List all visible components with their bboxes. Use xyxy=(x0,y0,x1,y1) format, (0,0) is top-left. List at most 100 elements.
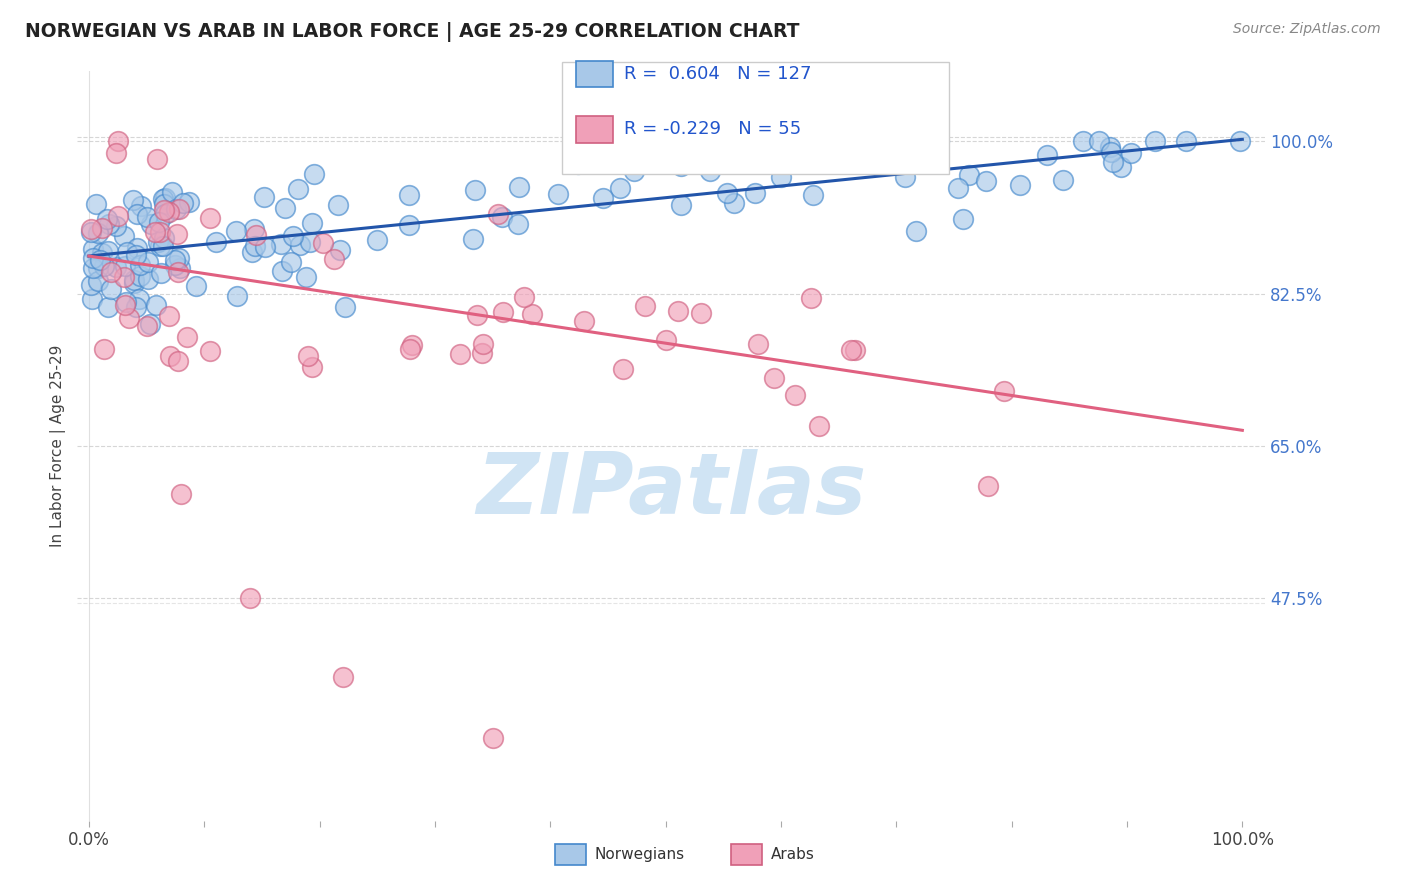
Point xyxy=(655,333,678,347)
Point xyxy=(129,268,152,283)
Point xyxy=(138,271,160,285)
Point xyxy=(149,239,172,253)
Point xyxy=(333,300,356,314)
Point xyxy=(302,167,325,181)
Point xyxy=(668,134,690,148)
Point xyxy=(270,237,292,252)
Point xyxy=(186,278,208,293)
Point xyxy=(136,255,159,269)
Point xyxy=(159,349,181,363)
Point xyxy=(323,252,346,266)
Point xyxy=(172,196,194,211)
Point xyxy=(366,233,388,247)
Point xyxy=(86,226,108,240)
Point xyxy=(86,261,108,276)
Point xyxy=(243,221,266,235)
Point xyxy=(1071,134,1094,148)
Point xyxy=(100,265,122,279)
Point xyxy=(97,244,120,259)
Point xyxy=(1052,173,1074,187)
Point xyxy=(1174,134,1197,148)
Point xyxy=(204,235,226,249)
Text: R =  0.604   N = 127: R = 0.604 N = 127 xyxy=(624,65,811,83)
Point xyxy=(96,211,118,226)
Text: Source: ZipAtlas.com: Source: ZipAtlas.com xyxy=(1233,22,1381,37)
Point xyxy=(974,174,997,188)
Point xyxy=(690,306,713,320)
Text: ZIPatlas: ZIPatlas xyxy=(477,450,866,533)
Point xyxy=(114,298,136,312)
Point xyxy=(125,300,148,314)
Point xyxy=(398,218,420,232)
Point xyxy=(127,241,149,255)
Point xyxy=(398,187,420,202)
Point xyxy=(200,343,222,358)
Point xyxy=(153,197,176,211)
Point xyxy=(112,270,135,285)
Point xyxy=(80,278,103,293)
Point xyxy=(513,290,536,304)
Point xyxy=(100,282,122,296)
Point xyxy=(993,384,1015,398)
Point xyxy=(160,185,183,199)
Point xyxy=(254,240,277,254)
Point xyxy=(177,195,200,210)
Point xyxy=(486,207,509,221)
Point xyxy=(107,134,129,148)
Point xyxy=(799,291,821,305)
Point xyxy=(80,292,103,306)
Point xyxy=(163,258,186,272)
Point xyxy=(723,196,745,211)
Point xyxy=(399,343,422,357)
Point xyxy=(770,170,793,185)
Point xyxy=(105,146,128,161)
Point xyxy=(669,159,692,173)
Point xyxy=(245,227,267,242)
Point xyxy=(91,246,114,260)
Point xyxy=(280,255,302,269)
Point xyxy=(176,330,198,344)
Point xyxy=(128,258,150,272)
Point xyxy=(225,289,247,303)
Text: Arabs: Arabs xyxy=(770,847,814,862)
Point xyxy=(808,419,831,434)
Point xyxy=(157,310,180,324)
Point xyxy=(82,260,104,275)
Point xyxy=(149,266,172,280)
Point xyxy=(240,245,263,260)
Point xyxy=(593,134,616,148)
Point xyxy=(143,225,166,239)
Point xyxy=(152,192,174,206)
Point xyxy=(112,229,135,244)
Point xyxy=(165,202,187,216)
Point xyxy=(82,242,104,256)
Point xyxy=(623,164,645,178)
Point xyxy=(281,228,304,243)
Point xyxy=(1143,134,1166,148)
Point xyxy=(287,181,309,195)
Y-axis label: In Labor Force | Age 25-29: In Labor Force | Age 25-29 xyxy=(51,345,66,547)
Point xyxy=(666,303,689,318)
Point xyxy=(104,219,127,234)
Point xyxy=(952,211,974,226)
Point xyxy=(508,180,530,194)
Point xyxy=(169,260,191,275)
Point xyxy=(547,187,569,202)
Point xyxy=(731,143,754,157)
Point xyxy=(87,274,110,288)
Point xyxy=(301,216,323,230)
Point xyxy=(1088,134,1111,148)
Point xyxy=(297,349,319,363)
Point xyxy=(155,206,177,220)
Point xyxy=(294,270,316,285)
Point xyxy=(89,252,111,267)
Point xyxy=(1010,178,1032,192)
Point xyxy=(481,731,503,745)
Point xyxy=(122,276,145,290)
Point xyxy=(80,225,103,239)
Point xyxy=(669,198,692,212)
Text: R = -0.229   N = 55: R = -0.229 N = 55 xyxy=(624,120,801,138)
Point xyxy=(609,181,631,195)
Point xyxy=(170,487,193,501)
Point xyxy=(107,209,129,223)
